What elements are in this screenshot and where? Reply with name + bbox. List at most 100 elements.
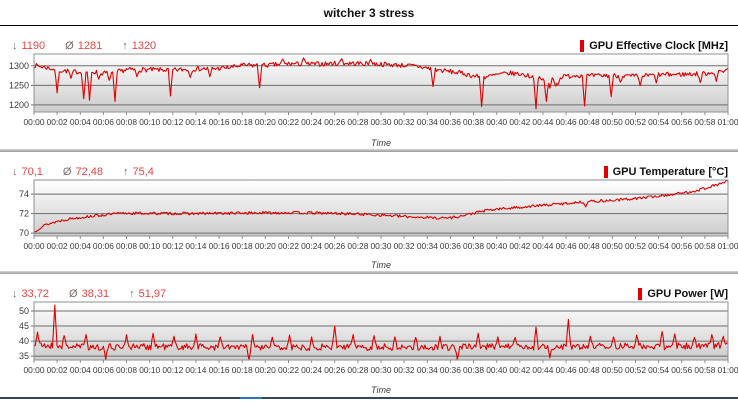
svg-text:00:40: 00:40 <box>486 365 507 375</box>
svg-text:72: 72 <box>19 209 29 219</box>
title-bar: witcher 3 stress <box>0 0 738 26</box>
svg-text:00:46: 00:46 <box>556 117 577 127</box>
svg-text:00:44: 00:44 <box>532 365 553 375</box>
svg-text:00:34: 00:34 <box>417 117 438 127</box>
svg-text:00:44: 00:44 <box>532 241 553 251</box>
stat-min: ↓ 33,72 <box>12 288 49 300</box>
stat-avg-value: 72,48 <box>75 166 104 178</box>
svg-text:00:38: 00:38 <box>463 117 484 127</box>
svg-text:00:04: 00:04 <box>70 241 91 251</box>
svg-text:00:04: 00:04 <box>70 117 91 127</box>
svg-text:00:54: 00:54 <box>648 117 669 127</box>
svg-text:00:48: 00:48 <box>579 241 600 251</box>
chart-title-clock-label: GPU Effective Clock [MHz] <box>589 40 728 52</box>
svg-text:00:52: 00:52 <box>625 117 646 127</box>
svg-text:00:10: 00:10 <box>139 117 160 127</box>
svg-text:00:00: 00:00 <box>24 241 45 251</box>
chart-title-temperature-label: GPU Temperature [°C] <box>612 166 728 178</box>
svg-text:00:28: 00:28 <box>347 241 368 251</box>
svg-text:00:36: 00:36 <box>440 241 461 251</box>
svg-text:Time: Time <box>371 138 391 148</box>
svg-text:00:54: 00:54 <box>648 365 669 375</box>
svg-text:00:42: 00:42 <box>509 241 530 251</box>
chart-title-power: GPU Power [W] <box>638 288 728 300</box>
arrow-up-icon: ↑ <box>123 166 129 178</box>
svg-text:00:56: 00:56 <box>671 365 692 375</box>
stat-min-value: 1190 <box>21 40 46 52</box>
arrow-down-icon: ↓ <box>12 40 18 52</box>
panel-gpu-power: ↓ 33,72 Ø 38,31 ↑ 51,97 GPU Power [W] 35 40 4… <box>0 274 738 396</box>
svg-text:00:12: 00:12 <box>162 241 183 251</box>
chart-title-power-label: GPU Power [W] <box>647 288 728 300</box>
svg-text:00:50: 00:50 <box>602 117 623 127</box>
svg-text:00:36: 00:36 <box>440 365 461 375</box>
svg-text:40: 40 <box>19 336 29 346</box>
svg-text:00:18: 00:18 <box>232 117 253 127</box>
stat-min-value: 33,72 <box>21 288 50 300</box>
svg-text:00:02: 00:02 <box>47 117 68 127</box>
svg-text:00:08: 00:08 <box>116 117 137 127</box>
svg-text:00:22: 00:22 <box>278 365 299 375</box>
svg-text:00:48: 00:48 <box>579 117 600 127</box>
svg-text:00:48: 00:48 <box>579 365 600 375</box>
stat-avg: Ø 1281 <box>65 40 102 52</box>
svg-text:00:06: 00:06 <box>93 241 114 251</box>
panel-gpu-clock: ↓ 1190 Ø 1281 ↑ 1320 GPU Effective Clock [M… <box>0 26 738 149</box>
svg-text:00:30: 00:30 <box>371 117 392 127</box>
svg-text:45: 45 <box>19 321 29 331</box>
svg-text:00:34: 00:34 <box>417 365 438 375</box>
svg-text:1200: 1200 <box>9 100 29 110</box>
svg-text:00:26: 00:26 <box>324 241 345 251</box>
clock-stats: ↓ 1190 Ø 1281 ↑ 1320 <box>12 40 156 52</box>
svg-text:00:58: 00:58 <box>694 365 715 375</box>
svg-text:00:46: 00:46 <box>556 365 577 375</box>
svg-text:Time: Time <box>371 260 391 270</box>
svg-text:00:00: 00:00 <box>24 117 45 127</box>
svg-text:00:30: 00:30 <box>371 365 392 375</box>
svg-text:00:34: 00:34 <box>417 241 438 251</box>
svg-text:00:20: 00:20 <box>255 241 276 251</box>
svg-text:00:56: 00:56 <box>671 117 692 127</box>
svg-text:00:24: 00:24 <box>301 241 322 251</box>
power-stats: ↓ 33,72 Ø 38,31 ↑ 51,97 <box>12 288 166 300</box>
svg-text:00:04: 00:04 <box>70 365 91 375</box>
svg-text:00:38: 00:38 <box>463 241 484 251</box>
stat-max: ↑ 51,97 <box>129 288 166 300</box>
svg-text:00:14: 00:14 <box>185 365 206 375</box>
svg-text:01:00: 01:00 <box>718 117 738 127</box>
svg-text:00:28: 00:28 <box>347 365 368 375</box>
svg-text:00:52: 00:52 <box>625 241 646 251</box>
svg-text:00:22: 00:22 <box>278 117 299 127</box>
svg-text:00:02: 00:02 <box>47 365 68 375</box>
svg-text:00:58: 00:58 <box>694 241 715 251</box>
svg-text:00:14: 00:14 <box>185 241 206 251</box>
svg-text:00:24: 00:24 <box>301 117 322 127</box>
svg-text:00:24: 00:24 <box>301 365 322 375</box>
stat-max-value: 1320 <box>131 40 157 52</box>
stat-avg: Ø 38,31 <box>69 288 109 300</box>
svg-text:00:42: 00:42 <box>509 365 530 375</box>
svg-text:00:40: 00:40 <box>486 117 507 127</box>
svg-text:00:12: 00:12 <box>162 117 183 127</box>
red-legend-bar-icon <box>580 40 585 52</box>
svg-text:00:26: 00:26 <box>324 117 345 127</box>
svg-text:00:00: 00:00 <box>24 365 45 375</box>
svg-text:00:42: 00:42 <box>509 117 530 127</box>
svg-text:00:28: 00:28 <box>347 117 368 127</box>
window-bottom-edge <box>0 396 738 402</box>
svg-text:00:10: 00:10 <box>139 241 160 251</box>
stat-min-value: 70,1 <box>21 166 43 178</box>
svg-text:00:16: 00:16 <box>209 241 230 251</box>
chart-title-clock: GPU Effective Clock [MHz] <box>580 40 728 52</box>
svg-text:00:22: 00:22 <box>278 241 299 251</box>
svg-text:00:40: 00:40 <box>486 241 507 251</box>
svg-text:1250: 1250 <box>9 80 29 90</box>
svg-text:1300: 1300 <box>9 61 29 71</box>
svg-text:01:00: 01:00 <box>718 241 738 251</box>
svg-text:00:46: 00:46 <box>556 241 577 251</box>
svg-text:00:14: 00:14 <box>185 117 206 127</box>
arrow-up-icon: ↑ <box>122 40 128 52</box>
panel-separator <box>0 149 738 152</box>
svg-text:00:08: 00:08 <box>116 241 137 251</box>
